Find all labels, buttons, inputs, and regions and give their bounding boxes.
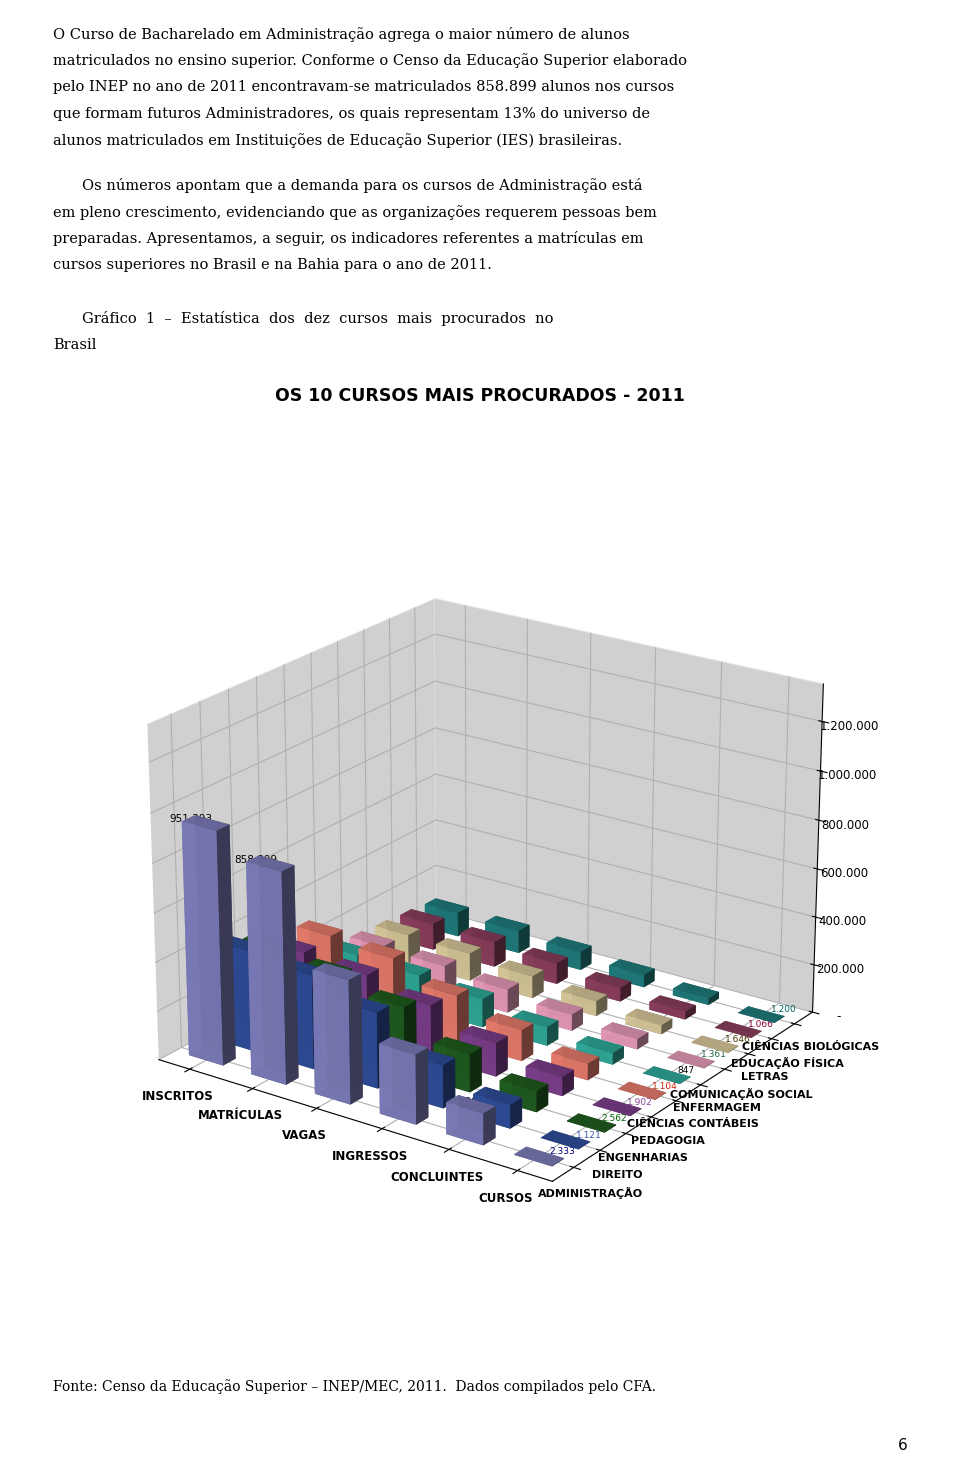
Text: Os números apontam que a demanda para os cursos de Administração está: Os números apontam que a demanda para os… [82,178,642,193]
Text: pelo INEP no ano de 2011 encontravam-se matriculados 858.899 alunos nos cursos: pelo INEP no ano de 2011 encontravam-se … [53,80,674,93]
Text: cursos superiores no Brasil e na Bahia para o ano de 2011.: cursos superiores no Brasil e na Bahia p… [53,258,492,271]
Text: em pleno crescimento, evidenciando que as organizações requerem pessoas bem: em pleno crescimento, evidenciando que a… [53,205,657,219]
Text: alunos matriculados em Instituições de Educação Superior (IES) brasileiras.: alunos matriculados em Instituições de E… [53,133,622,148]
Text: OS 10 CURSOS MAIS PROCURADOS - 2011: OS 10 CURSOS MAIS PROCURADOS - 2011 [276,387,684,405]
Text: O Curso de Bacharelado em Administração agrega o maior número de alunos: O Curso de Bacharelado em Administração … [53,27,630,42]
Text: Gráfico  1  –  Estatística  dos  dez  cursos  mais  procurados  no: Gráfico 1 – Estatística dos dez cursos m… [82,311,553,326]
Text: preparadas. Apresentamos, a seguir, os indicadores referentes a matrículas em: preparadas. Apresentamos, a seguir, os i… [53,231,643,246]
Text: 6: 6 [898,1439,907,1453]
Text: Fonte: Censo da Educação Superior – INEP/MEC, 2011.  Dados compilados pelo CFA.: Fonte: Censo da Educação Superior – INEP… [53,1379,656,1394]
Text: que formam futuros Administradores, os quais representam 13% do universo de: que formam futuros Administradores, os q… [53,107,650,120]
Text: Brasil: Brasil [53,338,96,351]
Text: matriculados no ensino superior. Conforme o Censo da Educação Superior elaborado: matriculados no ensino superior. Conform… [53,53,686,68]
